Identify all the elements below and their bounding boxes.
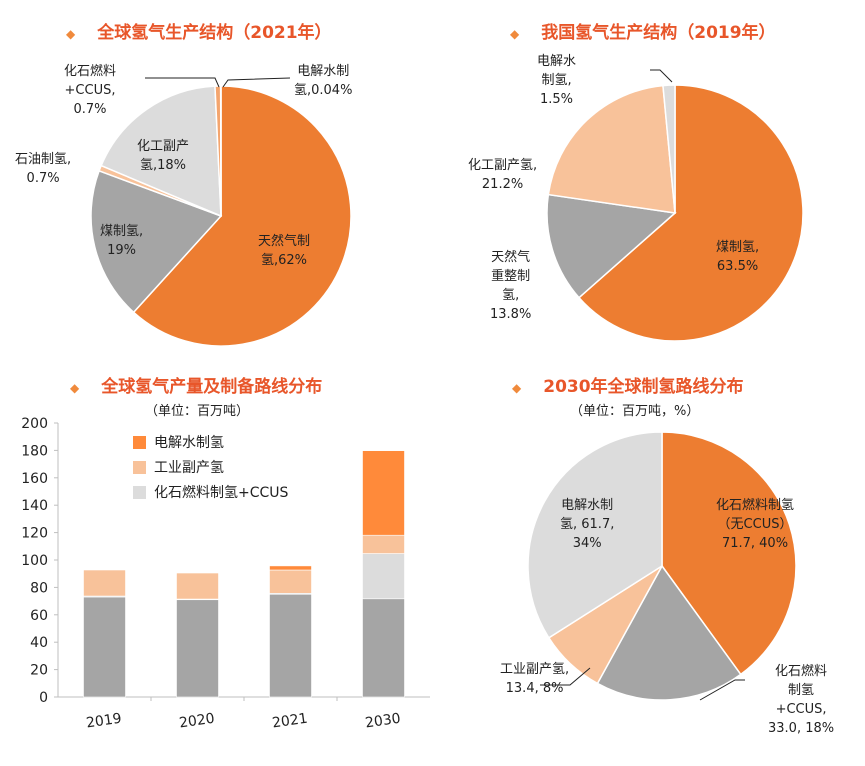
x-tick-label: 2021 — [271, 711, 309, 732]
slice-label: 化石燃料 制氢 +CCUS, 33.0, 18% — [768, 664, 835, 736]
slice-label: 化石燃料 +CCUS, 0.7% — [64, 64, 117, 117]
slice-label: 煤制氢, 63.5% — [716, 240, 760, 274]
title-text: 全球氢气生产结构（2021年） — [97, 23, 332, 43]
slice-label: 天然气 重整制 氢, 13.8% — [490, 250, 532, 322]
x-tick-label: 2020 — [178, 711, 216, 732]
pie-slice — [90, 169, 223, 314]
diamond-icon: ◆ — [70, 381, 80, 395]
legend-item: 电解水制氢 — [133, 432, 224, 452]
legend-item: 化石燃料制氢+CCUS — [133, 482, 288, 502]
bar-segment — [83, 569, 126, 597]
slice-label: 天然气制 氢,62% — [258, 234, 311, 268]
slice-label: 电解水制 氢, 61.7, 34% — [560, 498, 615, 551]
diamond-icon: ◆ — [512, 381, 522, 395]
legend-swatch — [133, 460, 146, 474]
bar-unit: （单位：百万吨） — [145, 404, 250, 419]
chart-title-china-2019: ◆ 我国氢气生产结构（2019年） — [510, 18, 776, 43]
slice-label: 石油制氢, 0.7% — [15, 152, 72, 186]
bar-segment — [362, 598, 405, 698]
y-tick-label: 100 — [21, 553, 48, 569]
bar-segment — [176, 572, 219, 600]
slice-label: 化工副产 氢,18% — [137, 139, 190, 173]
bar-segment — [83, 596, 126, 698]
slice-label: 电解水 制氢, 1.5% — [537, 54, 577, 107]
chart-title-2030: ◆ 2030年全球制氢路线分布 — [512, 372, 744, 397]
legend-swatch — [133, 485, 146, 499]
leader-line — [699, 679, 745, 701]
y-tick-label: 80 — [30, 580, 48, 596]
y-tick-label: 0 — [39, 690, 48, 706]
leader-line — [145, 77, 220, 88]
legend-label: 化石燃料制氢+CCUS — [154, 485, 289, 501]
bar-segment — [176, 599, 219, 698]
chart-title-global-2021: ◆ 全球氢气生产结构（2021年） — [66, 18, 332, 43]
bar-segment — [362, 553, 405, 600]
slice-label: 电解水制 氢,0.04% — [294, 64, 353, 98]
y-tick-label: 120 — [21, 526, 48, 542]
leader-line — [650, 69, 673, 83]
legend-label: 电解水制氢 — [154, 435, 224, 451]
legend-label: 工业副产氢 — [154, 460, 224, 476]
y-tick-label: 20 — [30, 663, 48, 679]
pie-2030-unit: （单位：百万吨，%） — [570, 404, 700, 419]
pie-slice — [547, 84, 676, 214]
legend-item: 工业副产氢 — [133, 457, 224, 477]
bar-segment — [362, 450, 405, 536]
pie-slice — [132, 85, 352, 347]
bar-segment — [269, 565, 312, 571]
y-tick-label: 60 — [30, 608, 48, 624]
slice-label: 工业副产氢, 13.4, 8% — [500, 662, 570, 696]
title-text: 全球氢气产量及制备路线分布 — [101, 377, 323, 397]
chart-title-bar: ◆ 全球氢气产量及制备路线分布 — [70, 372, 322, 397]
slice-label: 化石燃料制氢 （无CCUS） 71.7, 40% — [716, 498, 795, 551]
bar-segment — [362, 534, 405, 554]
pie-slice — [577, 84, 804, 342]
bar-segment — [269, 569, 312, 594]
leader-line — [222, 77, 291, 88]
leader-line — [540, 667, 591, 686]
pie-slice — [546, 193, 677, 299]
title-text: 2030年全球制氢路线分布 — [543, 377, 744, 397]
x-tick-label: 2019 — [85, 711, 123, 732]
pie-slice — [662, 84, 676, 214]
slice-label: 化工副产氢, 21.2% — [468, 158, 538, 192]
title-text: 我国氢气生产结构（2019年） — [541, 23, 776, 43]
bar-segment — [269, 593, 312, 698]
slice-label: 煤制氢, 19% — [100, 224, 144, 258]
diamond-icon: ◆ — [510, 27, 520, 41]
y-tick-label: 140 — [21, 498, 48, 514]
y-tick-label: 40 — [30, 635, 48, 651]
pie-slice — [100, 85, 222, 218]
pie-slice — [527, 431, 663, 639]
pie-slice — [596, 564, 742, 701]
y-tick-label: 160 — [21, 471, 48, 487]
pie-slice — [661, 431, 797, 676]
legend-swatch — [133, 435, 146, 449]
y-tick-label: 180 — [21, 443, 48, 459]
diamond-icon: ◆ — [66, 27, 76, 41]
x-tick-label: 2030 — [364, 711, 402, 732]
y-tick-label: 200 — [21, 416, 48, 432]
